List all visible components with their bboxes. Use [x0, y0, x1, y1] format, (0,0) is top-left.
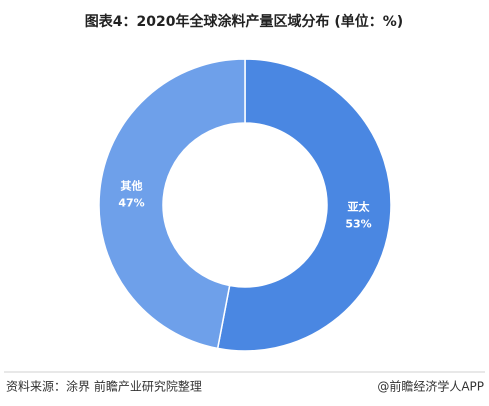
- category-label: 亚太: [347, 200, 370, 214]
- chart-title: 图表4：2020年全球涂料产量区域分布 (单位：%): [85, 13, 403, 30]
- category-label: 其他: [121, 178, 143, 192]
- credit: @前瞻经济学人APP: [377, 379, 484, 394]
- value-label: 47%: [118, 196, 144, 209]
- wedge: [98, 58, 246, 350]
- wedge: [216, 58, 392, 352]
- source-note: 资料来源：涂界 前瞻产业研究院整理: [6, 379, 202, 394]
- value-label: 53%: [345, 218, 371, 231]
